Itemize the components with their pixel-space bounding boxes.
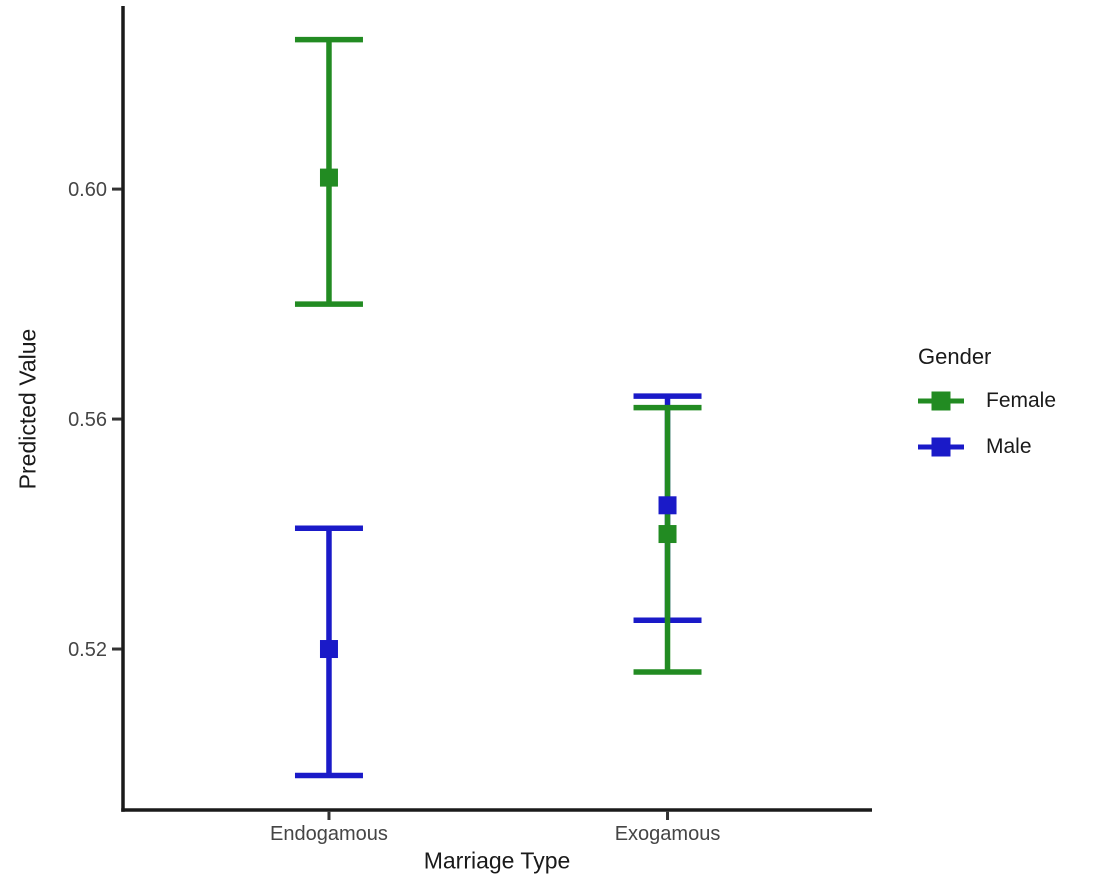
legend-items: Female Male xyxy=(918,387,1056,461)
legend-key-square xyxy=(931,437,951,457)
legend-item-label: Male xyxy=(986,435,1032,458)
legend-title: Gender xyxy=(918,344,992,369)
legend-item-label: Female xyxy=(986,389,1057,412)
y-tick-label: 0.56 xyxy=(68,409,107,431)
point-male-exogamous xyxy=(658,496,677,515)
legend-key-square xyxy=(931,391,951,411)
legend: Gender Female Male xyxy=(918,345,1056,479)
pointrange-key-icon xyxy=(918,390,964,412)
x-tick-label: Exogamous xyxy=(615,823,721,845)
x-axis-title: Marriage Type xyxy=(423,847,571,874)
point-female-exogamous xyxy=(658,525,677,544)
y-axis-title: Predicted Value xyxy=(14,328,41,490)
pointrange-key-icon xyxy=(918,436,964,458)
legend-item-female: Female xyxy=(918,387,1056,415)
legend-item-male: Male xyxy=(918,433,1056,461)
y-tick-label: 0.60 xyxy=(68,179,107,201)
y-tick-label: 0.52 xyxy=(68,639,107,661)
x-tick-label: Endogamous xyxy=(270,823,388,845)
point-female-endogamous xyxy=(319,168,338,187)
point-male-endogamous xyxy=(319,640,338,659)
